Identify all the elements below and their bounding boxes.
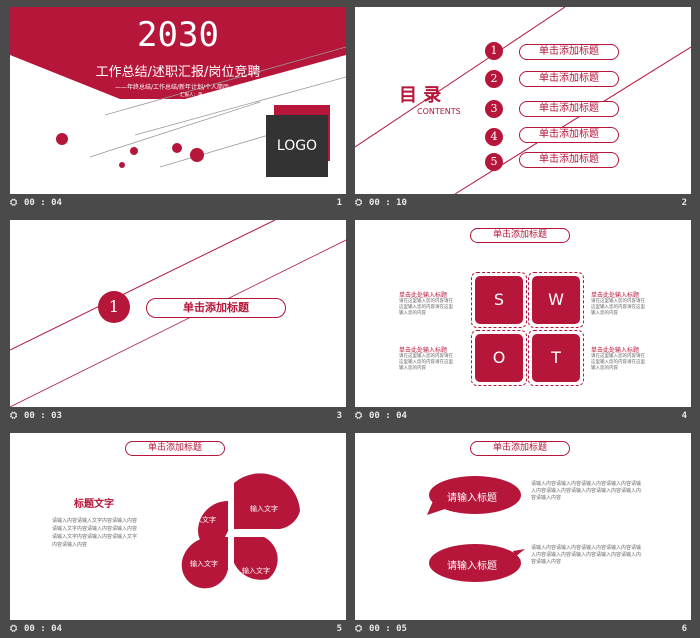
- toc-item-5[interactable]: 单击添加标题: [519, 152, 619, 168]
- block-body: 请在这里输入您的内容请在这里输入您的内容请在这里输入您的内容: [591, 354, 645, 371]
- slide-3[interactable]: 1 单击添加标题: [10, 220, 346, 407]
- petal-1: 输入文字: [188, 516, 216, 524]
- block-head: 单击此处输入标题: [399, 292, 448, 299]
- slide-number: 5: [336, 624, 342, 634]
- slide-1-title: 工作总结/述职汇报/岗位竞聘: [95, 65, 261, 80]
- slide-1-reporter: 汇报人：第一PPT: [180, 93, 216, 98]
- text-body: 请输入内容请输入文字内容请输入内容请输入文字内容请输入内容请输入内容请输入文字内…: [52, 518, 138, 548]
- toc-item-2[interactable]: 单击添加标题: [519, 71, 619, 87]
- clock-icon: ⛭: [355, 411, 363, 421]
- swot-s: S: [475, 276, 523, 324]
- clock-icon: ⛭: [10, 624, 18, 634]
- paragraph-2: 请输入内容请输入内容请输入内容请输入内容请输入内容请输入内容请输入内容请输入内容…: [531, 545, 642, 565]
- slide-number: 4: [681, 411, 687, 421]
- swot-block-1: 单击此处输入标题 请在这里输入您的内容请在这里输入您的内容请在这里输入您的内容: [399, 290, 457, 317]
- slide-duration: 00 : 04: [369, 411, 407, 421]
- slide-1-logo: LOGO: [266, 115, 328, 177]
- clock-icon: ⛭: [10, 198, 18, 208]
- slide-5[interactable]: 单击添加标题 标题文字 请输入内容请输入文字内容请输入内容请输入文字内容请输入内…: [10, 433, 346, 620]
- bubble-graphics: [427, 476, 525, 582]
- block-head: 单击此处输入标题: [591, 292, 640, 299]
- clock-icon: ⛭: [355, 624, 363, 634]
- slide-1-subtitle: ——年终总结/工作总结/新年计划/个人简历——: [114, 84, 242, 91]
- block-head: 单击此处输入标题: [399, 347, 448, 354]
- slide-6-title[interactable]: 单击添加标题: [470, 441, 570, 456]
- logo-text: LOGO: [276, 138, 318, 154]
- slide-2-meta: ⛭ 00 : 10 2: [355, 198, 691, 212]
- clock-icon: ⛭: [355, 198, 363, 208]
- block-body: 请在这里输入您的内容请在这里输入您的内容请在这里输入您的内容: [399, 354, 453, 371]
- toc-num-1: 1: [485, 42, 503, 60]
- text-title: 标题文字: [74, 499, 114, 510]
- toc-num-3: 3: [485, 100, 503, 118]
- swot-block-4: 单击此处输入标题 请在这里输入您的内容请在这里输入您的内容请在这里输入您的内容: [591, 345, 649, 372]
- slide-number: 3: [336, 411, 342, 421]
- slide-1[interactable]: 2030 工作总结/述职汇报/岗位竞聘 ——年终总结/工作总结/新年计划/个人简…: [10, 7, 346, 194]
- section-number: 1: [98, 291, 130, 323]
- toc-num-5: 5: [485, 153, 503, 171]
- swot-block-2: 单击此处输入标题 请在这里输入您的内容请在这里输入您的内容请在这里输入您的内容: [591, 290, 649, 317]
- petal-2: 输入文字: [250, 505, 278, 513]
- swot-frame-o: [471, 330, 527, 386]
- slide-duration: 00 : 10: [369, 198, 407, 208]
- bubble-2[interactable]: 请输入标题: [447, 561, 497, 572]
- slide-duration: 00 : 04: [24, 198, 62, 208]
- slide-4-meta: ⛭ 00 : 04 4: [355, 411, 691, 425]
- toc-num-2: 2: [485, 70, 503, 88]
- toc-item-4[interactable]: 单击添加标题: [519, 127, 619, 143]
- slide-5-meta: ⛭ 00 : 04 5: [10, 624, 346, 638]
- swot-t: T: [532, 334, 580, 382]
- toc-item-1[interactable]: 单击添加标题: [519, 44, 619, 60]
- section-title[interactable]: 单击添加标题: [146, 298, 286, 318]
- swot-frame-t: [528, 330, 584, 386]
- slide-1-year: 2030: [137, 15, 219, 55]
- slide-duration: 00 : 04: [24, 624, 62, 634]
- swot-block-3: 单击此处输入标题 请在这里输入您的内容请在这里输入您的内容请在这里输入您的内容: [399, 345, 457, 372]
- swot-frame-s: [471, 272, 527, 328]
- slide-duration: 00 : 03: [24, 411, 62, 421]
- block-body: 请在这里输入您的内容请在这里输入您的内容请在这里输入您的内容: [399, 299, 453, 316]
- block-head: 单击此处输入标题: [591, 347, 640, 354]
- swot-frame-w: [528, 272, 584, 328]
- swot-o: O: [475, 334, 523, 382]
- slide-number: 1: [336, 198, 342, 208]
- toc-heading: 目 录: [399, 85, 442, 106]
- clock-icon: ⛭: [10, 411, 18, 421]
- slide-3-graphics: [10, 220, 346, 407]
- petal-4: 输入文字: [242, 567, 270, 575]
- slide-2[interactable]: 目 录 CONTENTS 1 单击添加标题 2 单击添加标题 3 单击添加标题 …: [355, 7, 691, 194]
- slide-1-meta: ⛭ 00 : 04 1: [10, 198, 346, 212]
- toc-heading-en: CONTENTS: [417, 107, 461, 116]
- petal-graphics: [181, 451, 300, 589]
- slide-6-meta: ⛭ 00 : 05 6: [355, 624, 691, 638]
- slide-4[interactable]: 单击添加标题 S W O T 单击此处输入标题 请在这里输入您的内容请在这里输入…: [355, 220, 691, 407]
- toc-item-3[interactable]: 单击添加标题: [519, 101, 619, 117]
- petal-3: 输入文字: [190, 560, 218, 568]
- slide-number: 6: [681, 624, 687, 634]
- swot-w: W: [532, 276, 580, 324]
- slide-3-meta: ⛭ 00 : 03 3: [10, 411, 346, 425]
- slide-4-title[interactable]: 单击添加标题: [470, 228, 570, 243]
- toc-num-4: 4: [485, 128, 503, 146]
- bubble-1[interactable]: 请输入标题: [447, 493, 497, 504]
- slide-number: 2: [681, 198, 687, 208]
- slide-duration: 00 : 05: [369, 624, 407, 634]
- block-body: 请在这里输入您的内容请在这里输入您的内容请在这里输入您的内容: [591, 299, 645, 316]
- slide-6[interactable]: 单击添加标题 请输入标题 请输入标题 请输入内容请输入内容请输入内容请输入内容请…: [355, 433, 691, 620]
- paragraph-1: 请输入内容请输入内容请输入内容请输入内容请输入内容请输入内容请输入内容请输入内容…: [531, 481, 642, 501]
- slide-5-title[interactable]: 单击添加标题: [125, 441, 225, 456]
